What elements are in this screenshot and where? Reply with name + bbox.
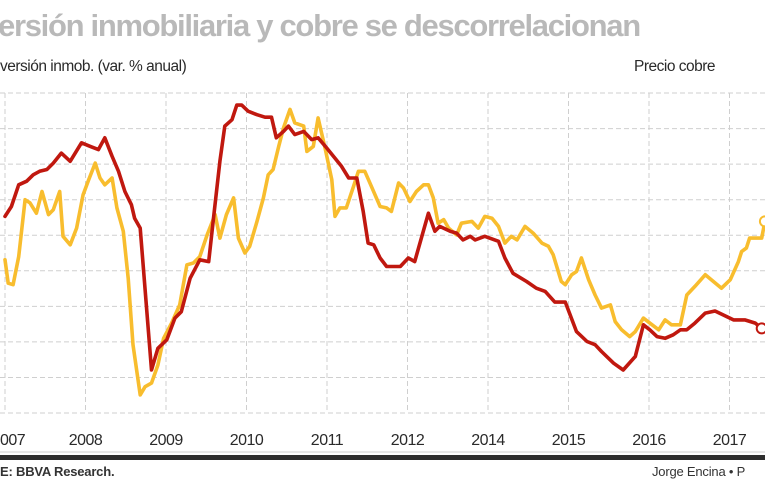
investment-end-marker bbox=[755, 322, 765, 335]
x-tick-label: 2010 bbox=[230, 432, 264, 449]
right-axis-label: Precio cobre bbox=[634, 58, 716, 75]
series-lines bbox=[3, 103, 765, 397]
x-tick-label: 2011 bbox=[311, 432, 344, 449]
left-axis-label: versión inmob. (var. % anual) bbox=[0, 58, 187, 75]
footer-thick-rule bbox=[0, 455, 765, 460]
x-tick-label: 2008 bbox=[69, 432, 103, 449]
x-tick-label: 007 bbox=[0, 432, 26, 449]
x-tick-label: 2014 bbox=[471, 432, 505, 449]
copper-end-marker bbox=[758, 215, 765, 228]
x-tick-label: 2015 bbox=[552, 432, 586, 449]
x-axis-tick-labels: 007 2008 2009 2010 2011 2012 2014 2015 2016 2017 bbox=[0, 432, 747, 449]
x-tick-label: 2012 bbox=[391, 432, 425, 449]
copper-series-line bbox=[3, 107, 765, 397]
x-tick-label: 2009 bbox=[149, 432, 183, 449]
investment-series-line bbox=[3, 103, 764, 372]
source-note: E: BBVA Research. bbox=[0, 464, 115, 479]
author-credit: Jorge Encina • P bbox=[652, 464, 746, 479]
chart-title: ersión inmobiliaria y cobre se descorrel… bbox=[0, 8, 641, 43]
x-tick-label: 2017 bbox=[713, 432, 747, 449]
x-tick-label: 2016 bbox=[632, 432, 666, 449]
grid bbox=[0, 92, 765, 414]
